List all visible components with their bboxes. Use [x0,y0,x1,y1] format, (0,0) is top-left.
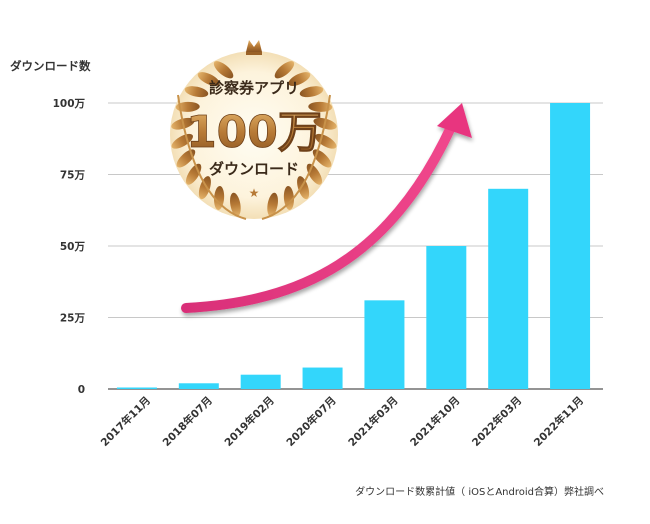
leaf [175,101,200,112]
leaf [297,176,310,200]
x-tick-label: 2020年07月 [284,394,339,449]
leaf [315,133,337,149]
x-tick-label: 2018年07月 [160,394,215,449]
laurel-right-icon [261,61,337,220]
leaf [283,185,294,210]
leaf [213,61,234,79]
leaf [308,101,333,112]
y-tick-labels: 0 25万 50万 75万 100万 [53,98,86,396]
x-tick-label: 2021年03月 [346,394,401,449]
laurel-stem [177,94,247,220]
bar [364,300,405,389]
bar [426,246,467,389]
y-tick-label: 100万 [53,98,86,110]
badge-line2: 100万 [186,107,322,158]
laurel-left-icon [171,61,247,220]
leaf [230,192,241,217]
x-tick-label: 2019年02月 [222,394,277,449]
x-tick-label: 2017年11月 [98,394,153,449]
bar [116,387,157,389]
badge-line1: 診察券アプリ [209,79,299,97]
download-badge: 診察券アプリ 100万 ダウンロード ★ [170,40,338,220]
bar [550,103,591,389]
growth-arrow [181,103,472,313]
crown-icon [246,40,262,55]
bar [240,374,281,389]
y-tick-label: 75万 [60,170,86,182]
bar [302,367,343,389]
leaf [197,72,220,86]
badge-line3: ダウンロード [209,160,299,178]
leaf [214,185,225,210]
leaf [267,192,278,217]
y-tick-label: 25万 [60,313,86,325]
x-tick-label: 2022年03月 [469,394,524,449]
bar [178,383,219,389]
leaf [274,61,295,79]
leaf [171,133,193,149]
leaf [184,86,209,98]
leaf [299,86,324,98]
x-tick-labels: 2017年11月 2018年07月 2019年02月 2020年07月 2021年03月… [98,394,586,449]
leaf [288,72,311,86]
y-tick-label: 50万 [60,241,86,253]
badge-background [170,51,338,219]
x-tick-label: 2021年10月 [407,394,462,449]
y-tick-label: 0 [78,384,85,396]
source-note: ダウンロード数累計値（ iOSとAndroid合算）弊社調べ [355,485,604,498]
bars [116,103,591,389]
laurel-stem [261,94,331,220]
badge-star-icon: ★ [249,186,260,200]
x-tick-label: 2022年11月 [531,394,586,449]
bar [488,188,529,389]
leaf [198,176,211,200]
y-axis-title: ダウンロード数 [10,59,91,73]
